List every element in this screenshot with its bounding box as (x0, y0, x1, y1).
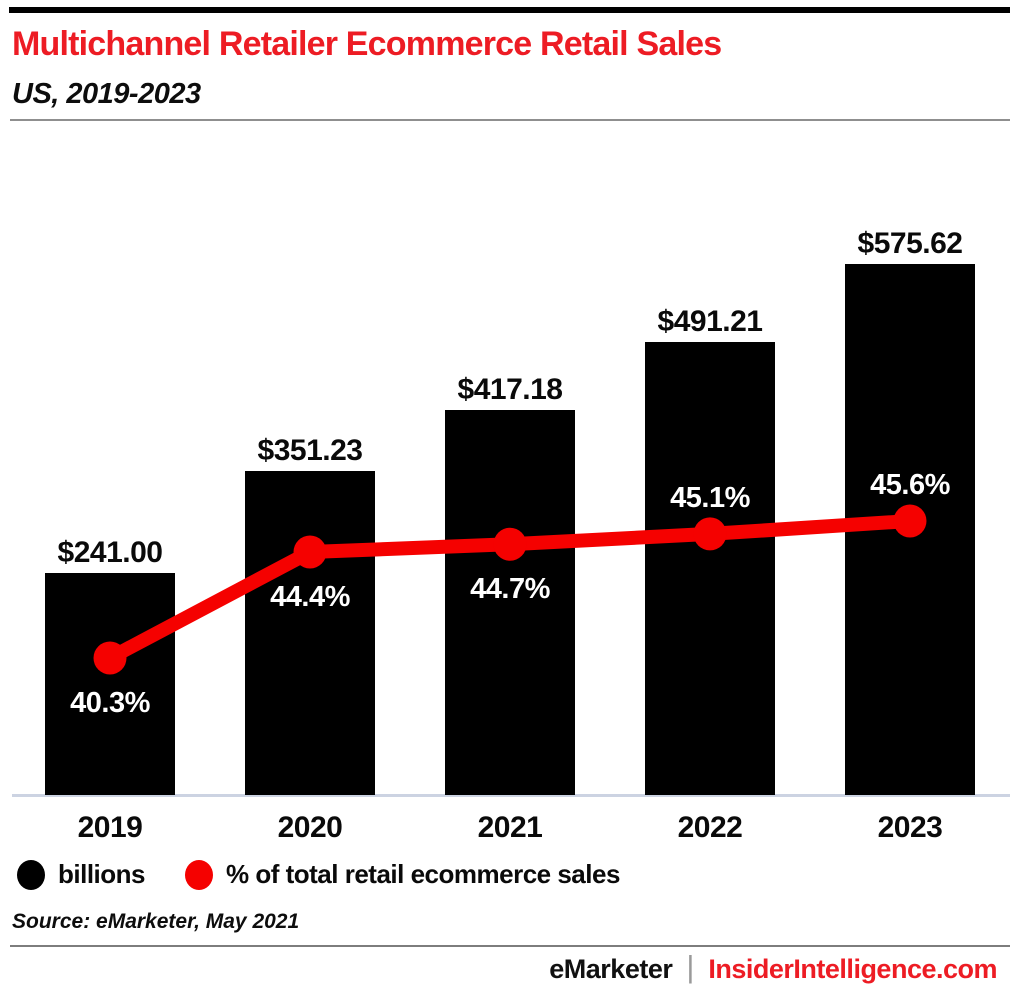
bar-value-label: $241.00 (57, 535, 163, 569)
bar-value-label: $351.23 (257, 433, 363, 467)
line-point-label: 44.4% (270, 581, 350, 613)
line-point-label: 45.1% (670, 481, 750, 514)
footer-site-link[interactable]: InsiderIntelligence.com (708, 953, 997, 984)
bar-value-label: $575.62 (857, 227, 963, 260)
top-accent-bar (9, 7, 1010, 13)
line-point-label: 44.7% (470, 573, 550, 606)
footer: eMarketer | InsiderIntelligence.com (549, 949, 997, 987)
x-axis-label: 2019 (77, 811, 143, 844)
legend-item-percent: % of total retail ecommerce sales (185, 859, 620, 890)
bar-2019 (45, 572, 175, 795)
footer-divider (10, 945, 1010, 947)
bar-value-label: $491.21 (657, 304, 763, 338)
source-note: Source: eMarketer, May 2021 (12, 910, 300, 933)
bar-2022 (645, 341, 775, 795)
header-divider (10, 119, 1010, 121)
circle-icon (17, 859, 45, 890)
x-axis-label: 2021 (477, 811, 543, 844)
chart-title: Multichannel Retailer Ecommerce Retail S… (12, 25, 722, 63)
footer-pipe-divider: | (686, 949, 695, 984)
legend-label: % of total retail ecommerce sales (226, 859, 620, 889)
legend-label: billions (58, 859, 146, 889)
line-point-label: 45.6% (870, 468, 950, 501)
footer-brand: eMarketer (549, 953, 673, 984)
x-axis-label: 2020 (277, 811, 343, 844)
x-axis-label: 2022 (677, 811, 743, 844)
line-point-label: 40.3% (70, 687, 150, 719)
x-axis-label: 2023 (877, 811, 943, 844)
x-axis-line (12, 794, 1010, 797)
bar-2023 (845, 264, 975, 795)
bar-value-label: $417.18 (457, 373, 563, 407)
circle-icon (185, 859, 213, 890)
bar-2020 (245, 470, 375, 795)
chart-legend: billions % of total retail ecommerce sal… (17, 859, 620, 890)
chart-subtitle: US, 2019-2023 (12, 78, 201, 110)
legend-item-billions: billions (17, 859, 146, 890)
